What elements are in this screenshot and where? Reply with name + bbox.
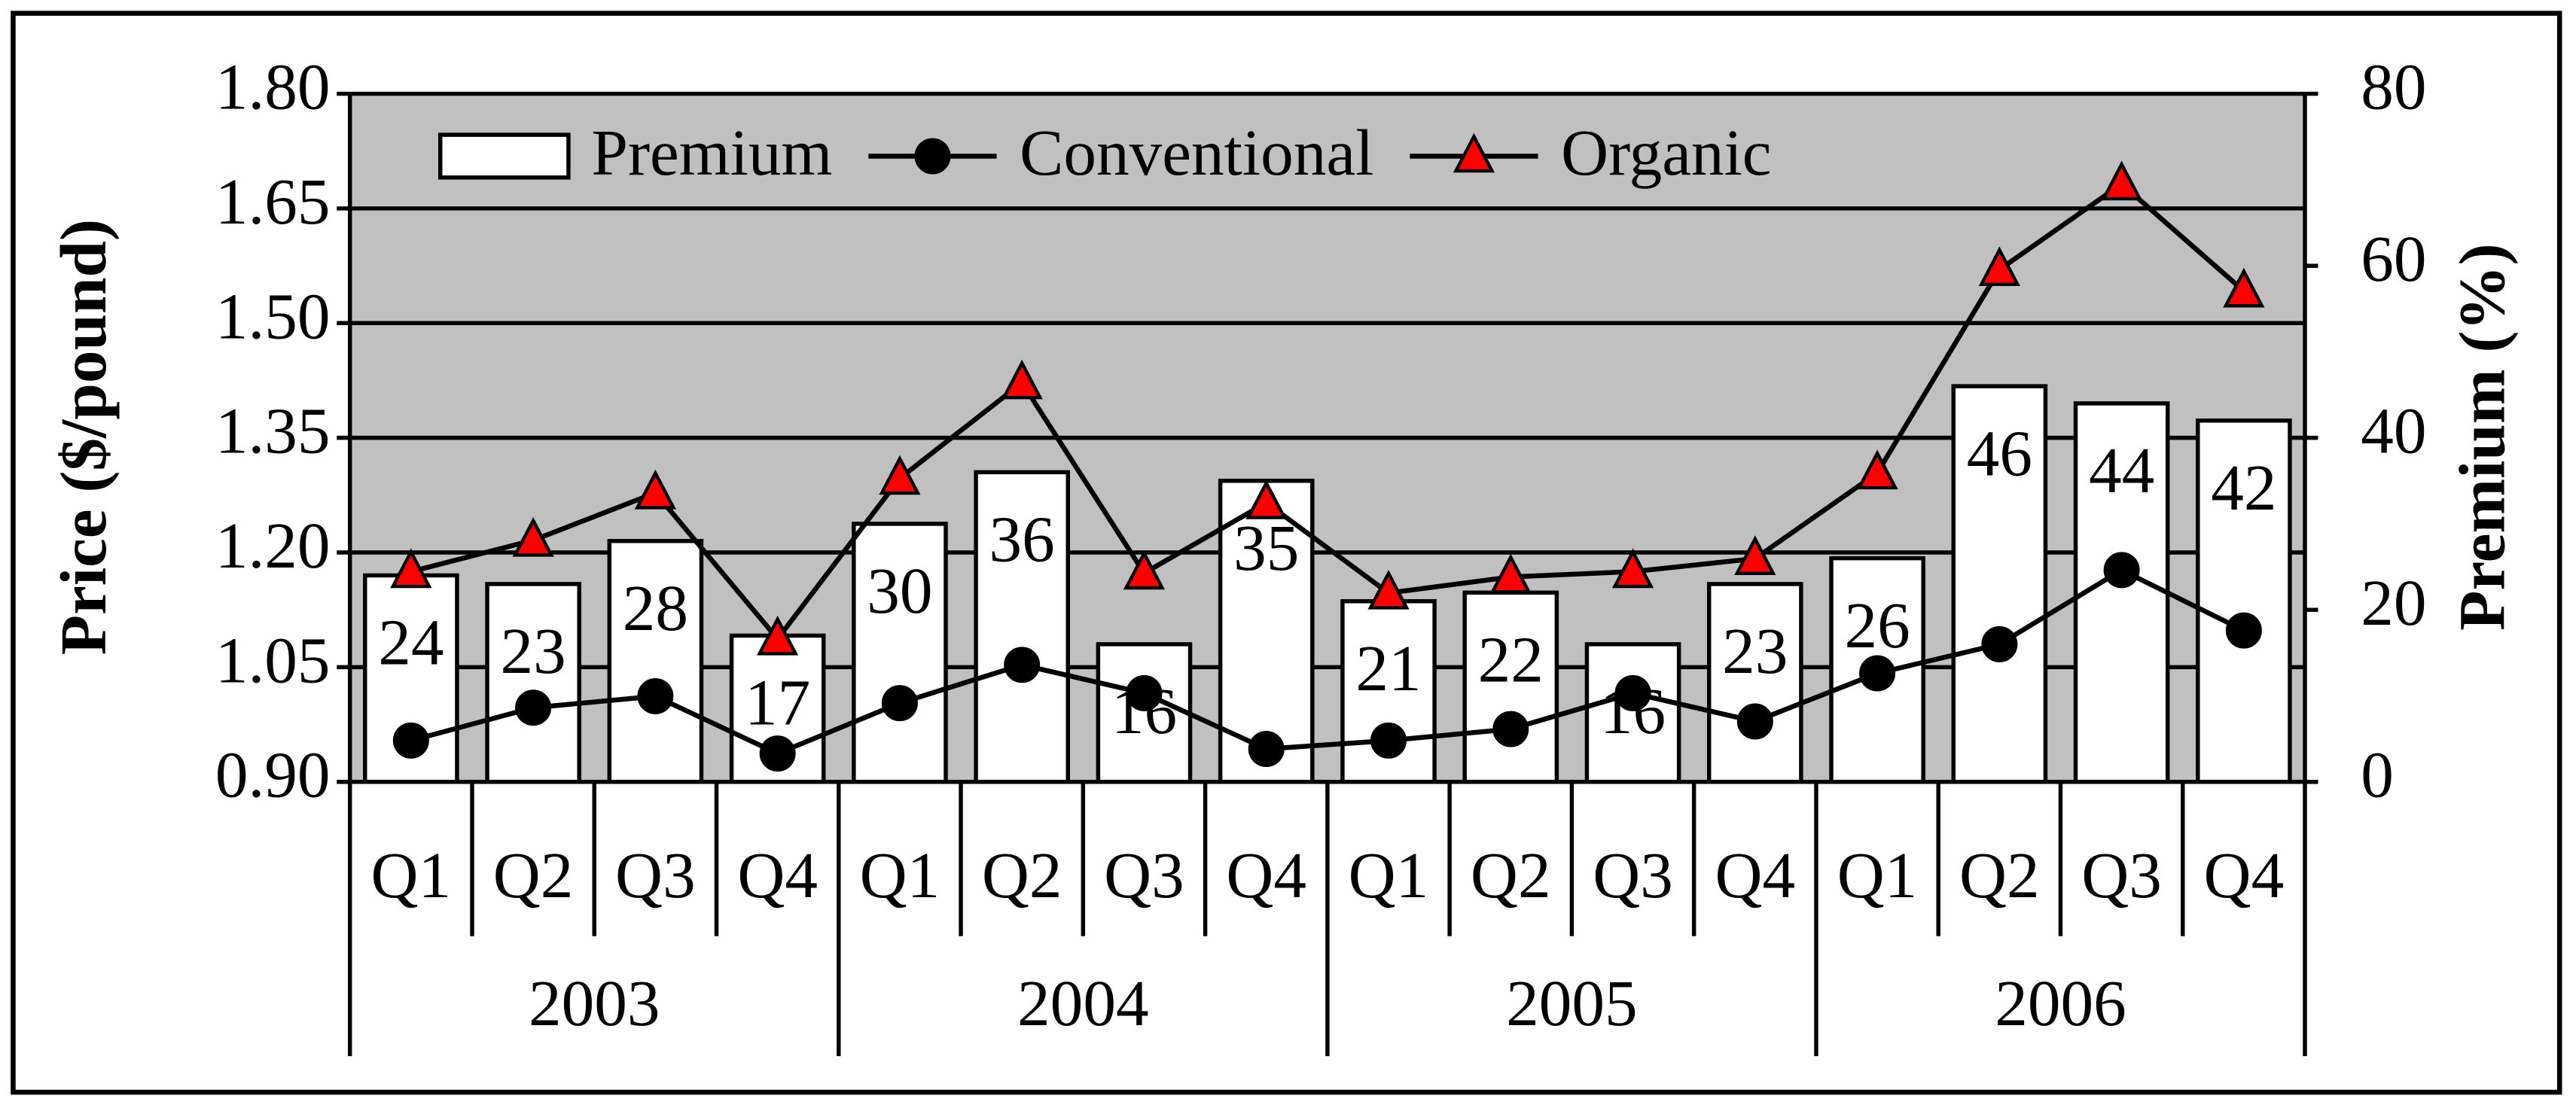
x-group-label: 2005 <box>1506 966 1638 1039</box>
marker <box>512 516 554 557</box>
legend-label: Conventional <box>1020 116 1373 189</box>
marker <box>390 548 432 589</box>
x-tick-label: Q2 <box>493 839 574 912</box>
bar <box>607 539 704 784</box>
y2-tick-label: 60 <box>2361 222 2426 295</box>
marker <box>1978 246 2020 286</box>
y2-tick-label: 20 <box>2361 566 2426 639</box>
x-tick-label: Q3 <box>615 839 696 912</box>
legend-label: Premium <box>591 116 832 189</box>
x-tick-label: Q4 <box>737 839 818 912</box>
marker <box>637 677 674 714</box>
x-tick-label: Q1 <box>1349 839 1429 912</box>
x-group-label: 2004 <box>1017 966 1149 1039</box>
bar <box>852 522 948 784</box>
marker <box>1367 569 1410 610</box>
marker <box>2103 552 2140 589</box>
y2-tick-label: 80 <box>2361 50 2426 123</box>
marker <box>392 722 429 759</box>
marker <box>1001 359 1043 400</box>
marker <box>1248 731 1285 768</box>
data-label: 23 <box>1722 614 1788 687</box>
marker <box>2101 160 2143 201</box>
y-tick-label: 1.65 <box>215 165 331 238</box>
marker <box>1611 548 1654 589</box>
x-tick-label: Q2 <box>1959 839 2040 912</box>
line <box>410 181 2246 644</box>
marker <box>1492 711 1529 747</box>
y2-tick-label: 0 <box>2361 738 2394 811</box>
bar <box>1706 582 1803 784</box>
y2-tick-label: 40 <box>2361 394 2426 467</box>
y2-axis-title: Premium (%) <box>2445 243 2518 631</box>
bar <box>1951 384 2048 784</box>
y-tick-label: 0.90 <box>215 738 331 811</box>
marker <box>2223 267 2265 308</box>
legend-swatch <box>437 132 571 180</box>
x-tick-label: Q1 <box>860 839 940 912</box>
data-label: 30 <box>867 554 932 627</box>
marker <box>1856 449 1898 490</box>
data-label: 46 <box>1967 416 2032 489</box>
marker <box>1126 674 1163 711</box>
marker <box>634 469 676 510</box>
data-label: 28 <box>623 571 688 644</box>
x-group-label: 2006 <box>1995 966 2126 1039</box>
x-tick-label: Q4 <box>2204 839 2285 912</box>
y-tick-label: 1.20 <box>215 509 331 582</box>
marker <box>1370 722 1407 759</box>
bar <box>1462 590 1559 784</box>
marker <box>1123 549 1166 590</box>
legend-marker <box>1453 132 1495 173</box>
marker <box>1245 479 1288 519</box>
marker <box>1736 703 1773 740</box>
data-label: 36 <box>989 503 1055 576</box>
marker <box>879 455 921 495</box>
x-tick-label: Q3 <box>2081 839 2162 912</box>
data-label: 44 <box>2089 434 2154 507</box>
line <box>410 567 2245 756</box>
x-tick-label: Q4 <box>1715 839 1795 912</box>
marker <box>759 735 796 772</box>
bar <box>1096 642 1193 784</box>
x-tick-label: Q3 <box>1593 839 1673 912</box>
bar <box>1584 642 1681 784</box>
x-tick-label: Q4 <box>1226 839 1306 912</box>
data-label: 22 <box>1478 623 1544 696</box>
legend-marker <box>914 138 951 175</box>
marker <box>1614 674 1651 711</box>
marker <box>515 689 552 726</box>
marker <box>1489 553 1532 594</box>
y-tick-label: 1.80 <box>215 50 331 123</box>
marker <box>757 615 799 656</box>
data-label: 35 <box>1233 511 1299 584</box>
y-tick-label: 1.35 <box>215 394 331 467</box>
data-label: 42 <box>2211 451 2276 524</box>
y-tick-label: 1.50 <box>215 279 331 352</box>
data-label: 17 <box>745 666 810 739</box>
data-label: 23 <box>500 614 566 687</box>
data-label: 24 <box>378 606 444 679</box>
x-tick-label: Q1 <box>1837 839 1918 912</box>
x-tick-label: Q3 <box>1104 839 1184 912</box>
x-group-label: 2003 <box>529 966 660 1039</box>
marker <box>1981 625 2018 662</box>
y-axis-title: Price ($/pound) <box>47 219 120 655</box>
data-label: 21 <box>1355 632 1421 705</box>
marker <box>1734 535 1776 575</box>
x-tick-label: Q2 <box>982 839 1062 912</box>
marker <box>881 685 918 722</box>
y-tick-label: 1.05 <box>215 623 331 696</box>
marker <box>1004 647 1041 683</box>
x-tick-label: Q2 <box>1471 839 1551 912</box>
marker <box>2225 612 2262 649</box>
legend-label: Organic <box>1561 116 1771 189</box>
data-label: 26 <box>1844 589 1910 662</box>
marker <box>1859 655 1896 692</box>
x-tick-label: Q1 <box>371 839 452 912</box>
